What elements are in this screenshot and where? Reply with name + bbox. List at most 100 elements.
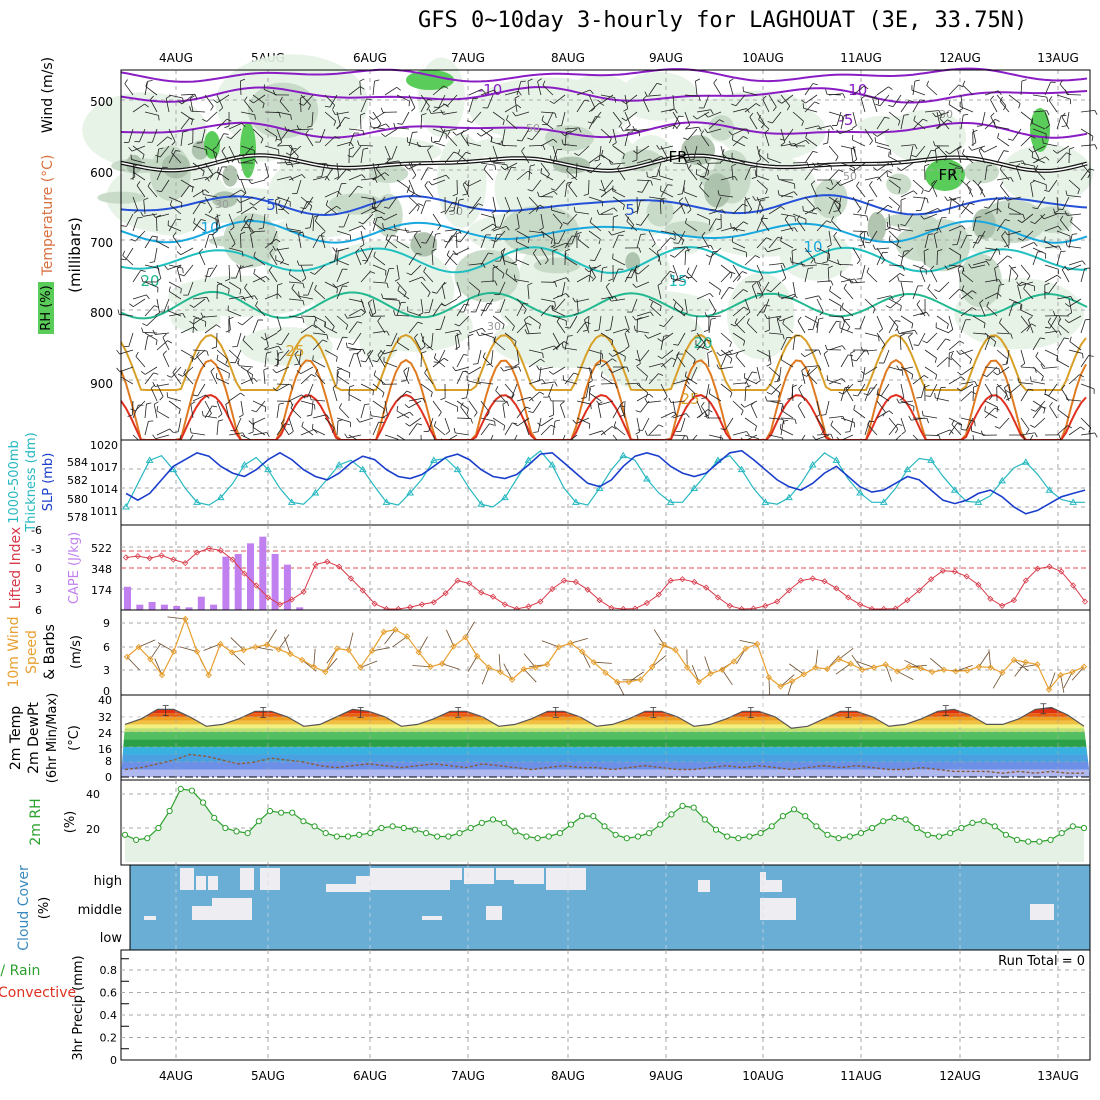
wind-barb-flag	[814, 101, 820, 105]
wind-barb-flag	[735, 351, 739, 357]
wind-barb	[468, 400, 478, 413]
thickness-point	[382, 498, 391, 505]
wind-barb	[447, 135, 458, 147]
wind-barb-flag	[812, 150, 818, 153]
wind-barb-flag	[430, 392, 433, 398]
wind-barb-flag	[794, 227, 798, 233]
wind-barb-flag	[595, 116, 601, 118]
wind-barb	[588, 94, 596, 108]
wind-barb	[887, 176, 902, 181]
temp-minmax-bar	[942, 705, 949, 717]
thickness-point	[572, 498, 580, 505]
wind-barb-flag	[688, 164, 692, 170]
wind-barb	[1027, 319, 1034, 334]
wind-barb	[288, 149, 293, 164]
wind-barb	[312, 332, 327, 336]
wind-barb	[951, 424, 962, 436]
rh2m-point	[724, 833, 731, 840]
wind-barb-flag	[301, 421, 304, 427]
wind-barb	[598, 315, 602, 330]
wind10-point	[812, 664, 819, 671]
wind-barb-flag	[240, 392, 245, 397]
wind-barb	[309, 213, 314, 228]
wind-barb	[660, 190, 674, 198]
wind-barb-flag	[807, 369, 811, 374]
wind-barb	[684, 349, 696, 360]
wind-barb	[468, 88, 482, 96]
wind-barb	[888, 179, 901, 189]
wind-barb	[372, 172, 386, 181]
wind-barb-flag	[480, 309, 486, 312]
wind-barb-flag	[440, 302, 446, 307]
wind-barb-flag	[812, 83, 818, 86]
wind-barb	[396, 264, 400, 279]
wind-barb	[966, 184, 974, 198]
wind-barb-flag	[309, 394, 312, 400]
wind-barb-flag	[1064, 319, 1069, 324]
wind-barb-flag	[182, 130, 188, 133]
wind-barb	[888, 213, 891, 228]
wind-barb-flag	[589, 259, 595, 261]
rh2m-point	[768, 823, 775, 830]
wind-barb	[930, 269, 938, 283]
wind-barb	[600, 268, 603, 283]
wind-barb-flag	[278, 402, 285, 405]
wind-barb-flag	[511, 326, 515, 331]
wind10-barb	[1060, 675, 1065, 693]
wind-barb	[803, 210, 818, 215]
wind-barb-flag	[961, 428, 967, 431]
wind-barb	[180, 117, 190, 130]
wind-barb	[456, 281, 462, 296]
wind-barb-flag	[361, 225, 366, 230]
wind-barb-flag	[554, 419, 560, 422]
rh2m-point	[378, 824, 385, 832]
wind-barb-flag	[1053, 208, 1056, 214]
wind-barb	[601, 94, 614, 104]
wind-barb	[683, 191, 698, 198]
cloud-label: Cloud Cover	[16, 865, 32, 951]
wind-barb-flag	[501, 140, 504, 146]
wind-barb-flag	[542, 145, 546, 151]
wind-barb	[588, 264, 596, 278]
thickness-label-b: Thickness (dm)	[24, 432, 39, 532]
rh-shade-mid	[886, 173, 912, 195]
wind-barb-flag	[925, 395, 931, 397]
rh2m-point	[389, 823, 396, 830]
wind-barb-flag	[276, 343, 282, 346]
wind-barb-flag	[1046, 110, 1050, 116]
temp-minmax-bar	[650, 707, 657, 718]
wind-barb-flag	[360, 360, 366, 363]
wind-barb-flag	[650, 180, 653, 186]
wind-barb-flag	[719, 119, 725, 123]
wind-barb	[516, 241, 530, 249]
wind-barb-flag	[924, 190, 930, 192]
wind-barb-flag	[900, 333, 905, 337]
wind-barb	[528, 166, 531, 181]
wind10-point	[789, 677, 796, 685]
wind-barb-flag	[830, 433, 834, 439]
wind-barb	[588, 264, 602, 273]
chart-title: GFS 0~10day 3-hourly for LAGHOUAT (3E, 3…	[418, 8, 1028, 33]
rh2m-point	[601, 823, 608, 830]
contour-plus20	[120, 290, 1088, 320]
wind-barb	[432, 400, 442, 413]
wind-barb	[192, 319, 195, 334]
rh2m-point	[690, 804, 697, 811]
wind-barb	[804, 365, 819, 368]
wind-barb	[869, 230, 878, 244]
wind-barb	[833, 235, 842, 249]
wind-barb-flag	[608, 296, 612, 302]
wind-barb-flag	[813, 168, 819, 171]
wind-barb-flag	[216, 354, 219, 360]
wind-barb	[120, 376, 134, 385]
wind-barb-flag	[524, 418, 529, 423]
wind-barb-flag	[331, 326, 335, 332]
wind-barb	[589, 392, 602, 402]
wind-barb-flag	[408, 101, 410, 107]
wind-barb-flag	[926, 418, 929, 424]
cloud-block	[464, 868, 494, 884]
wind-barb-flag	[254, 159, 258, 164]
wind-barb	[1032, 251, 1039, 266]
wind-barb-flag	[443, 240, 449, 243]
wind-barb-flag	[177, 100, 183, 105]
